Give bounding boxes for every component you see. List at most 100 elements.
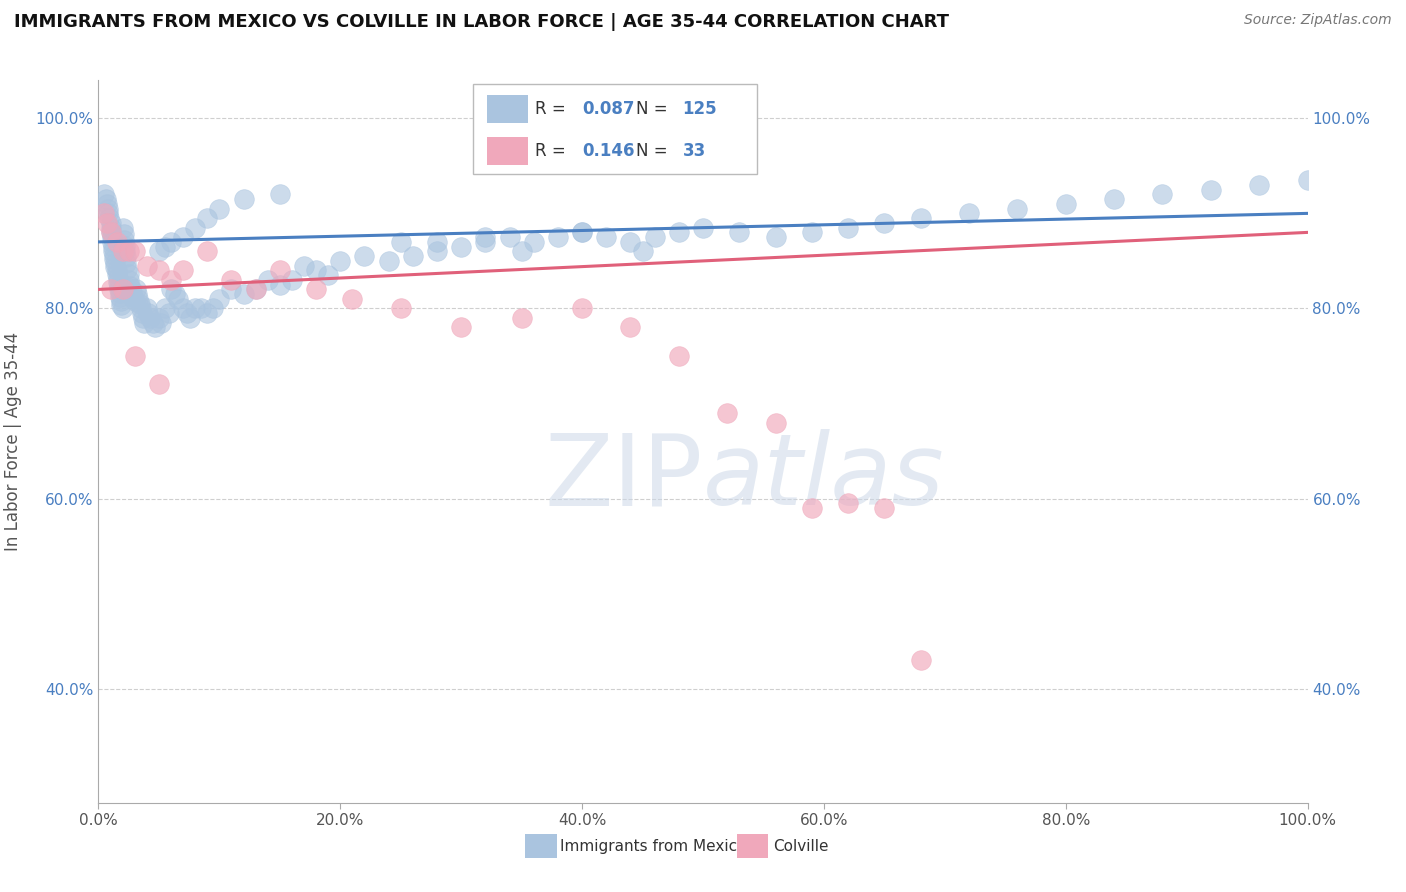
Point [873, 216, 896, 230]
Point [571, 301, 593, 316]
Point [96, 197, 118, 211]
Point [101, 240, 124, 254]
Point [111, 282, 134, 296]
Text: R =: R = [534, 101, 571, 119]
Point [208, 202, 231, 216]
Point [728, 226, 751, 240]
Point [105, 263, 128, 277]
Point [111, 301, 134, 316]
Point [281, 273, 304, 287]
Point [619, 235, 641, 249]
Point [474, 235, 496, 249]
Point [100, 226, 122, 240]
Point [135, 259, 157, 273]
Point [110, 293, 132, 308]
Text: Source: ZipAtlas.com: Source: ZipAtlas.com [1244, 13, 1392, 28]
Point [150, 316, 173, 330]
Point [143, 320, 166, 334]
Point [571, 226, 593, 240]
Point [112, 227, 135, 242]
Point [1152, 187, 1174, 202]
Text: 0.087: 0.087 [582, 101, 634, 119]
Point [377, 254, 399, 268]
Text: 33: 33 [682, 142, 706, 160]
Point [910, 211, 932, 226]
Point [93, 187, 115, 202]
FancyBboxPatch shape [486, 137, 527, 165]
Point [139, 310, 162, 325]
FancyBboxPatch shape [737, 834, 768, 858]
Point [104, 256, 127, 270]
Point [100, 226, 122, 240]
Point [305, 263, 328, 277]
Point [1199, 183, 1222, 197]
Point [232, 192, 254, 206]
Point [837, 220, 859, 235]
Point [122, 290, 145, 304]
Point [153, 301, 176, 316]
Text: IMMIGRANTS FROM MEXICO VS COLVILLE IN LABOR FORCE | AGE 35-44 CORRELATION CHART: IMMIGRANTS FROM MEXICO VS COLVILLE IN LA… [14, 13, 949, 31]
Point [114, 244, 136, 259]
Point [118, 278, 141, 293]
Point [167, 292, 190, 306]
Point [873, 501, 896, 516]
Point [195, 211, 218, 226]
Point [316, 268, 339, 282]
Point [179, 310, 201, 325]
Text: N =: N = [637, 101, 673, 119]
Text: 125: 125 [682, 101, 717, 119]
Point [118, 244, 141, 259]
Point [96, 216, 118, 230]
Point [100, 230, 122, 244]
Point [172, 301, 194, 316]
FancyBboxPatch shape [526, 834, 557, 858]
Point [108, 290, 131, 304]
Point [172, 230, 194, 244]
Point [716, 406, 738, 420]
Point [202, 301, 225, 316]
Point [510, 310, 533, 325]
Point [837, 496, 859, 510]
Point [692, 220, 714, 235]
Point [112, 233, 135, 247]
Point [124, 349, 146, 363]
Point [644, 230, 666, 244]
Point [132, 310, 155, 325]
Point [426, 244, 449, 259]
Point [172, 263, 194, 277]
Point [232, 287, 254, 301]
Point [160, 273, 183, 287]
Point [1102, 192, 1125, 206]
Point [305, 282, 328, 296]
Point [450, 240, 472, 254]
Point [1249, 178, 1271, 192]
Point [97, 202, 120, 216]
Point [547, 230, 569, 244]
Point [153, 240, 176, 254]
Point [107, 275, 129, 289]
Point [176, 306, 198, 320]
Point [124, 244, 146, 259]
Point [389, 235, 412, 249]
Point [105, 267, 128, 281]
Point [115, 256, 138, 270]
Point [101, 244, 124, 259]
Point [104, 260, 127, 274]
Point [389, 301, 412, 316]
Point [1007, 202, 1029, 216]
Point [256, 273, 278, 287]
Point [128, 296, 150, 310]
Point [117, 261, 139, 276]
Point [910, 653, 932, 667]
Point [129, 301, 152, 316]
Point [108, 278, 131, 293]
Point [631, 244, 654, 259]
Point [195, 244, 218, 259]
Point [353, 249, 375, 263]
Point [100, 235, 122, 249]
Point [1296, 173, 1319, 187]
Point [148, 377, 170, 392]
Text: ZIP: ZIP [544, 429, 703, 526]
Point [163, 287, 186, 301]
Point [523, 235, 546, 249]
